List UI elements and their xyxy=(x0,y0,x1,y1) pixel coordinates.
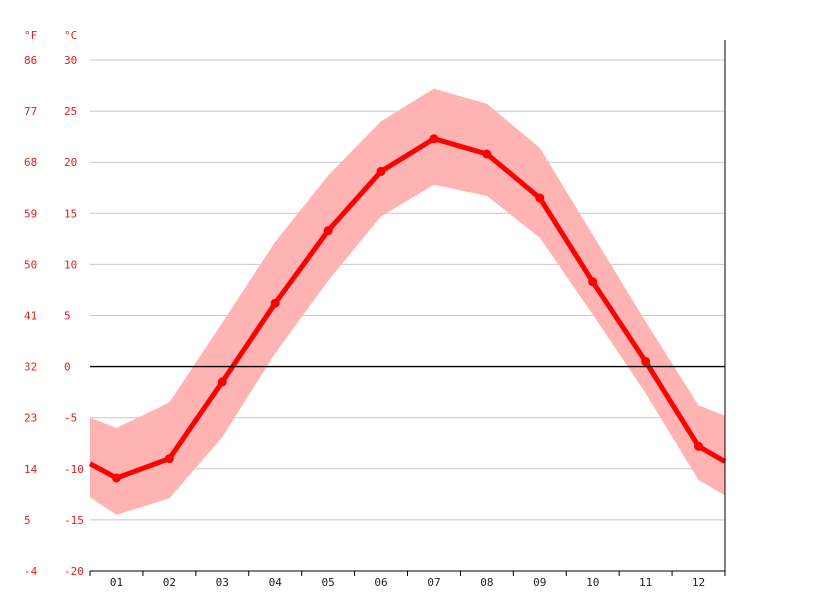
data-point-07 xyxy=(429,134,439,144)
data-point-05 xyxy=(323,226,333,236)
x-tick-label: 10 xyxy=(586,576,599,589)
y-tick-celsius: 25 xyxy=(64,105,77,118)
temperature-series-line xyxy=(88,136,727,481)
range-band xyxy=(90,88,725,515)
y-tick-fahrenheit: 77 xyxy=(24,105,37,118)
y-tick-celsius: 5 xyxy=(64,310,71,323)
x-tick-label: 01 xyxy=(110,576,123,589)
y-tick-celsius: 20 xyxy=(64,156,77,169)
data-point-01 xyxy=(111,473,121,483)
data-point-03 xyxy=(217,377,227,387)
y-tick-celsius: 10 xyxy=(64,258,77,271)
x-tick-label: 04 xyxy=(269,576,283,589)
x-tick-label: 07 xyxy=(427,576,440,589)
y-tick-fahrenheit: 68 xyxy=(24,156,37,169)
y-tick-fahrenheit: 5 xyxy=(24,514,31,527)
data-point-02 xyxy=(164,454,174,464)
x-tick-label: 02 xyxy=(163,576,176,589)
y-tick-fahrenheit: 59 xyxy=(24,207,37,220)
unit-fahrenheit: °F xyxy=(24,29,37,42)
x-tick-label: 09 xyxy=(533,576,546,589)
data-point-09 xyxy=(535,193,545,203)
y-tick-fahrenheit: 86 xyxy=(24,54,37,67)
axis-labels: 86 30 77 25 68 20 59 15 50 10 41 5 32 0 23 -5 14 -10 5 -15 -… xyxy=(24,54,705,589)
data-point-04 xyxy=(270,298,280,308)
x-tick-label: 03 xyxy=(216,576,229,589)
y-tick-fahrenheit: 23 xyxy=(24,412,37,425)
unit-celsius: °C xyxy=(64,29,77,42)
y-tick-fahrenheit: 41 xyxy=(24,310,37,323)
y-tick-celsius: -5 xyxy=(64,412,77,425)
y-tick-fahrenheit: 50 xyxy=(24,258,37,271)
data-point-12 xyxy=(694,441,704,451)
x-tick-label: 06 xyxy=(374,576,387,589)
y-tick-celsius: 0 xyxy=(64,361,71,374)
y-tick-celsius: -10 xyxy=(64,463,84,476)
x-tick-label: 05 xyxy=(322,576,335,589)
y-tick-celsius: -15 xyxy=(64,514,84,527)
x-tick-label: 08 xyxy=(480,576,493,589)
temperature-line xyxy=(88,134,727,483)
x-tick-label: 12 xyxy=(692,576,705,589)
data-point-08 xyxy=(482,149,492,159)
temperature-range-band xyxy=(90,88,725,515)
y-tick-fahrenheit: 14 xyxy=(24,463,38,476)
y-tick-celsius: 15 xyxy=(64,207,77,220)
data-point-10 xyxy=(588,277,598,287)
x-tick-label: 11 xyxy=(639,576,652,589)
axes xyxy=(89,40,726,576)
y-tick-fahrenheit: -4 xyxy=(24,565,38,578)
y-tick-celsius: 30 xyxy=(64,54,77,67)
y-tick-celsius: -20 xyxy=(64,565,84,578)
data-point-06 xyxy=(376,166,386,176)
y-tick-fahrenheit: 32 xyxy=(24,361,37,374)
data-point-11 xyxy=(641,356,651,366)
